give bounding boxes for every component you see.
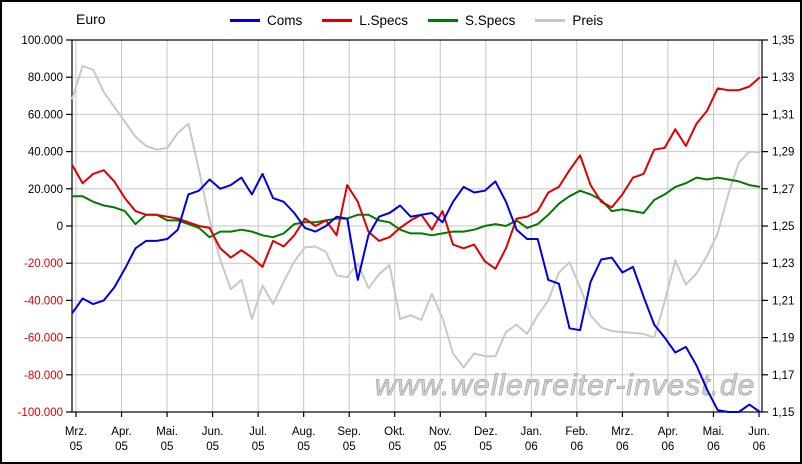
legend-line-swatch bbox=[322, 19, 353, 22]
left-axis-label: 40.000 bbox=[28, 147, 63, 159]
x-axis-label: Mrz. 05 bbox=[65, 426, 87, 453]
right-axis-label: 1,25 bbox=[772, 221, 794, 233]
series-line-sspecs bbox=[72, 176, 761, 239]
chart-legend: Coms L.Specs S.Specs Preis bbox=[230, 13, 603, 28]
legend-line-swatch bbox=[428, 19, 459, 22]
right-axis-label: 1,27 bbox=[772, 184, 794, 196]
x-axis-label: Jun. 05 bbox=[202, 426, 224, 453]
legend-line-swatch bbox=[230, 19, 260, 22]
legend-label: Coms bbox=[267, 13, 303, 28]
right-axis-label: 1,29 bbox=[772, 147, 794, 159]
right-axis-label: 1,31 bbox=[772, 109, 794, 121]
left-axis-label: -20.000 bbox=[24, 258, 63, 270]
right-axis-label: 1,33 bbox=[772, 72, 794, 84]
series-line-lspecs bbox=[71, 76, 761, 270]
x-axis-label: Apr. 06 bbox=[658, 426, 678, 453]
legend-label: S.Specs bbox=[465, 13, 516, 28]
legend-label: Preis bbox=[572, 13, 604, 28]
x-axis-label: Okt. 05 bbox=[384, 426, 405, 453]
x-axis-label: Jul. 05 bbox=[249, 426, 267, 453]
x-axis-label: Apr. 05 bbox=[111, 426, 131, 453]
right-axis-label: 1,17 bbox=[772, 370, 794, 382]
chart-title: Euro bbox=[76, 11, 106, 27]
right-axis-label: 1,15 bbox=[772, 407, 794, 419]
left-axis-label: -40.000 bbox=[24, 295, 63, 307]
x-axis-label: Dez. 05 bbox=[474, 426, 498, 453]
left-axis-label: 80.000 bbox=[28, 72, 63, 84]
right-axis-label: 1,23 bbox=[772, 258, 794, 270]
series-line-preis bbox=[71, 65, 761, 369]
legend-item-lspecs: L.Specs bbox=[322, 13, 408, 28]
x-axis-label: Nov. 05 bbox=[429, 426, 452, 453]
left-axis-label: -100.000 bbox=[18, 407, 63, 419]
x-axis-label: Aug. 05 bbox=[292, 426, 316, 453]
legend-item-sspecs: S.Specs bbox=[428, 13, 515, 28]
legend-item-preis: Preis bbox=[535, 13, 603, 28]
x-axis-label: Jan. 06 bbox=[520, 426, 542, 453]
series-line-coms bbox=[71, 172, 761, 413]
watermark: www.wellenreiter-invest.de bbox=[375, 369, 756, 402]
x-axis-label: Mai. 05 bbox=[156, 426, 178, 453]
left-axis-label: 20.000 bbox=[28, 184, 63, 196]
left-axis-label: -60.000 bbox=[24, 333, 63, 345]
left-axis-label: -80.000 bbox=[24, 370, 63, 382]
left-axis-label: 60.000 bbox=[28, 109, 63, 121]
x-axis-label: Sep. 05 bbox=[337, 426, 361, 453]
legend-line-swatch bbox=[535, 19, 566, 22]
left-axis-label: 100.000 bbox=[21, 35, 63, 47]
x-axis-label: Feb. 06 bbox=[565, 426, 588, 453]
x-axis-label: Mai. 06 bbox=[703, 426, 725, 453]
legend-item-coms: Coms bbox=[230, 13, 302, 28]
legend-label: L.Specs bbox=[359, 13, 409, 28]
left-axis-label: 0 bbox=[57, 221, 63, 233]
right-axis-label: 1,35 bbox=[772, 35, 794, 47]
x-axis-label: Mrz. 06 bbox=[611, 426, 633, 453]
x-axis-label: Jun. 06 bbox=[748, 426, 770, 453]
right-axis-label: 1,19 bbox=[772, 333, 794, 345]
right-axis-label: 1,21 bbox=[772, 295, 794, 307]
